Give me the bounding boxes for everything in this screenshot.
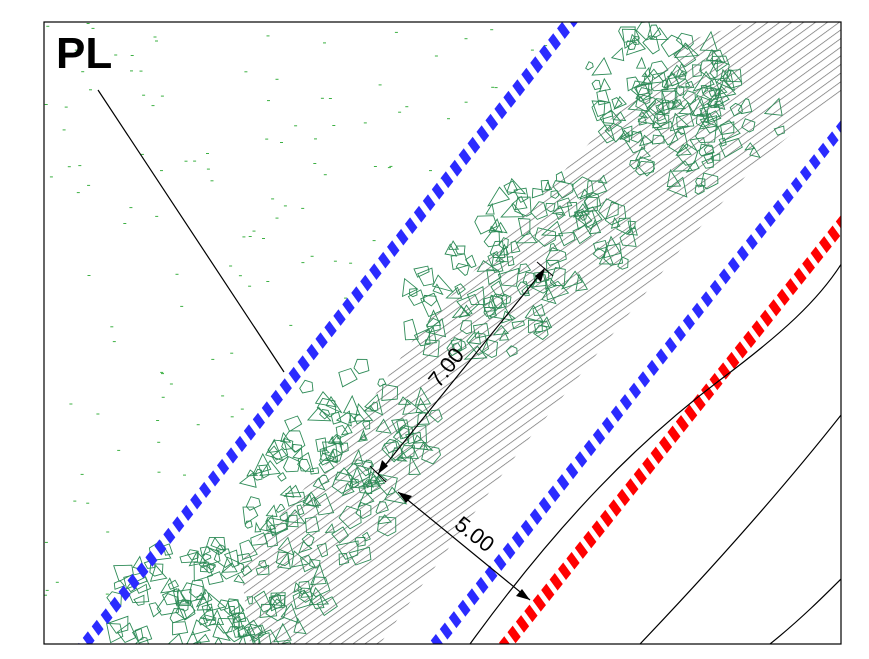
blue-dashed-line-right bbox=[428, 120, 841, 644]
hatched-median bbox=[240, 22, 841, 644]
road-edge-lines bbox=[469, 263, 841, 644]
drawing-content: 7.00 5.00 bbox=[44, 22, 841, 644]
pl-leader-line bbox=[97, 89, 285, 373]
blue-dashed-line-left bbox=[78, 22, 578, 644]
drawing-frame bbox=[43, 21, 842, 645]
pl-label: PL bbox=[56, 29, 112, 78]
foliage-clusters bbox=[106, 22, 785, 644]
red-dashed-line bbox=[498, 215, 841, 644]
